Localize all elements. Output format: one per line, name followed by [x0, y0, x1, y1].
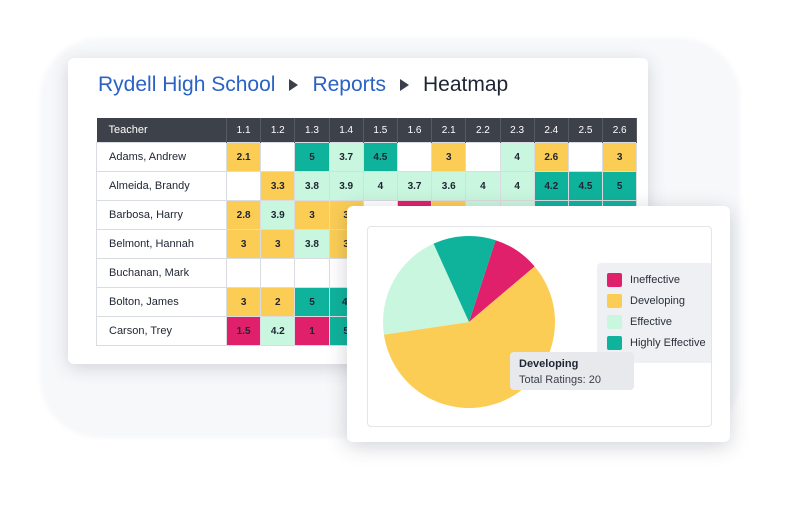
standard-column-header[interactable]: 2.4: [534, 118, 569, 143]
legend-swatch: [607, 273, 622, 287]
heatmap-cell[interactable]: 5: [294, 142, 330, 172]
teacher-column-header[interactable]: Teacher: [96, 118, 227, 143]
pie-slice-highly-effective[interactable]: [433, 235, 496, 322]
standard-column-header[interactable]: 2.3: [500, 118, 535, 143]
heatmap-cell[interactable]: [465, 142, 501, 172]
heatmap-cell[interactable]: 4.2: [260, 316, 296, 346]
table-row[interactable]: Adams, Andrew 2.1 5 3.7 4.5 3 4 2.6 3: [96, 142, 638, 172]
standard-column-header[interactable]: 2.5: [568, 118, 604, 143]
standard-column-header[interactable]: 1.1: [226, 118, 262, 143]
tooltip-title: Developing: [519, 358, 579, 370]
legend-swatch: [607, 315, 622, 329]
legend-item[interactable]: Ineffective: [607, 272, 680, 288]
heatmap-cell[interactable]: 2: [260, 287, 296, 317]
legend-label: Developing: [630, 295, 686, 307]
heatmap-cell[interactable]: [260, 142, 296, 172]
heatmap-cell[interactable]: 3: [225, 229, 262, 259]
heatmap-cell[interactable]: 2.8: [225, 200, 262, 230]
tooltip-detail: Total Ratings: 20: [519, 374, 601, 386]
teacher-name[interactable]: Barbosa, Harry: [96, 200, 227, 230]
heatmap-cell[interactable]: 4: [499, 142, 535, 172]
heatmap-cell[interactable]: [294, 258, 330, 288]
legend-label: Effective: [630, 316, 672, 328]
pie-slice-effective[interactable]: [383, 243, 469, 335]
heatmap-cell[interactable]: [396, 142, 433, 172]
pie-chart-panel: Ineffective Developing Effective Highly Eff…: [367, 226, 712, 427]
legend-item[interactable]: Effective: [607, 314, 672, 330]
heatmap-cell[interactable]: 3: [225, 287, 262, 317]
heatmap-cell[interactable]: 3: [260, 229, 296, 259]
standard-column-header[interactable]: 1.3: [294, 118, 330, 143]
heatmap-cell[interactable]: 2.1: [225, 142, 262, 172]
heatmap-cell[interactable]: 2.6: [533, 142, 569, 172]
heatmap-header-row: Teacher 1.1 1.2 1.3 1.4 1.5 1.6 2.1 2.2 2.3 2.4 2.5…: [96, 118, 638, 143]
heatmap-cell[interactable]: 3.7: [328, 142, 364, 172]
breadcrumb-arrow-icon: [289, 79, 299, 91]
legend-item[interactable]: Highly Effective: [607, 335, 706, 351]
heatmap-cell[interactable]: 4.5: [362, 142, 398, 172]
breadcrumb: Rydell High School Reports Heatmap: [98, 72, 508, 98]
legend-label: Ineffective: [630, 274, 680, 286]
heatmap-cell[interactable]: [260, 258, 296, 288]
breadcrumb-current-page: Heatmap: [422, 73, 509, 96]
heatmap-cell[interactable]: 3.6: [431, 171, 467, 201]
legend-swatch: [607, 336, 622, 350]
heatmap-cell[interactable]: [567, 142, 604, 172]
heatmap-cell[interactable]: 3.9: [328, 171, 364, 201]
heatmap-cell[interactable]: 4.5: [567, 171, 604, 201]
breadcrumb-arrow-icon: [399, 79, 409, 91]
heatmap-cell[interactable]: 3: [431, 142, 467, 172]
heatmap-cell[interactable]: 3.8: [294, 171, 330, 201]
heatmap-cell[interactable]: 1.5: [225, 316, 262, 346]
legend-label: Highly Effective: [630, 337, 706, 349]
legend-item[interactable]: Developing: [607, 293, 685, 309]
heatmap-cell[interactable]: 3.7: [396, 171, 433, 201]
heatmap-cell[interactable]: [225, 171, 262, 201]
breadcrumb-school-link[interactable]: Rydell High School: [98, 73, 276, 96]
heatmap-cell[interactable]: 4: [465, 171, 501, 201]
pie-slice-ineffective[interactable]: [469, 240, 535, 322]
pie-chart-card: Ineffective Developing Effective Highly Eff…: [347, 206, 730, 442]
standard-column-header[interactable]: 1.6: [397, 118, 433, 143]
teacher-name[interactable]: Almeida, Brandy: [96, 171, 227, 201]
table-row[interactable]: Almeida, Brandy 3.3 3.8 3.9 4 3.7 3.6 4 4 4.2 4.5 5: [96, 171, 638, 201]
legend-swatch: [607, 294, 622, 308]
teacher-name[interactable]: Bolton, James: [96, 287, 227, 317]
teacher-name[interactable]: Carson, Trey: [96, 316, 227, 346]
heatmap-cell[interactable]: 4.2: [533, 171, 569, 201]
chart-tooltip: Developing Total Ratings: 20: [510, 352, 634, 390]
heatmap-cell[interactable]: 4: [499, 171, 535, 201]
teacher-name[interactable]: Adams, Andrew: [96, 142, 227, 172]
heatmap-cell[interactable]: 3.3: [260, 171, 296, 201]
standard-column-header[interactable]: 1.2: [260, 118, 296, 143]
teacher-name[interactable]: Buchanan, Mark: [96, 258, 227, 288]
standard-column-header[interactable]: 1.5: [363, 118, 398, 143]
heatmap-cell[interactable]: 3.9: [260, 200, 296, 230]
chart-legend: Ineffective Developing Effective Highly Eff…: [597, 263, 711, 363]
heatmap-cell[interactable]: 3: [294, 200, 330, 230]
heatmap-cell[interactable]: 3.8: [294, 229, 330, 259]
heatmap-cell[interactable]: 3: [602, 142, 638, 172]
standard-column-header[interactable]: 2.2: [465, 118, 501, 143]
standard-column-header[interactable]: 2.1: [431, 118, 467, 143]
heatmap-cell[interactable]: 4: [362, 171, 398, 201]
breadcrumb-reports-link[interactable]: Reports: [312, 73, 386, 96]
heatmap-cell[interactable]: 5: [294, 287, 330, 317]
heatmap-cell[interactable]: 1: [294, 316, 330, 346]
heatmap-cell[interactable]: [225, 258, 262, 288]
teacher-name[interactable]: Belmont, Hannah: [96, 229, 227, 259]
standard-column-header[interactable]: 2.6: [602, 118, 638, 143]
heatmap-cell[interactable]: 5: [602, 171, 638, 201]
standard-column-header[interactable]: 1.4: [329, 118, 364, 143]
